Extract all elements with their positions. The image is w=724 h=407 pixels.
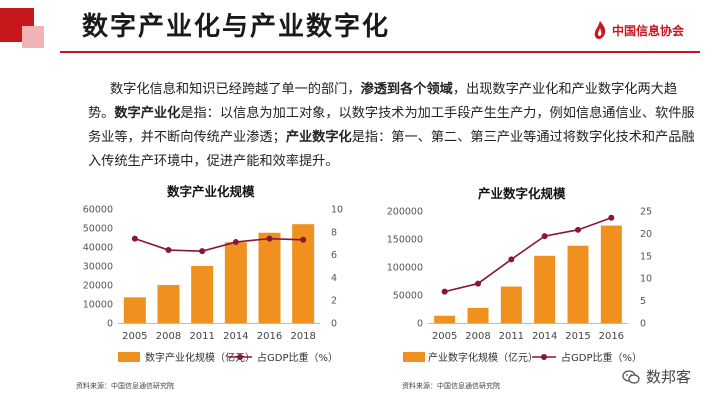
chart1-right-tick-label: 2 [331,296,337,307]
chart1-legend-bar-label: 数字产业化规模（亿元） [145,351,255,364]
chart2-gdp-share-point [541,233,548,240]
chart1-right-tick-label: 0 [331,319,337,330]
chart2-left-tick-label: 150000 [387,235,423,246]
org-logo-text: 中国信息协会 [612,23,685,38]
chart1-gdp-share-point [199,248,206,255]
chart1-source: 资料来源：中国信息通信研究院 [76,382,174,390]
chart2-gdp-share-point [575,226,581,233]
chart1-bar [224,242,247,323]
chart2-right-tick-label: 20 [640,229,652,240]
chart1-category-label: 2005 [122,331,147,342]
chart2-title: 产业数字化规模 [478,186,566,201]
intro-bold-industrial-digitalization: 产业数字化 [285,130,352,145]
watermark-text: 数邦客 [646,368,692,386]
chart2-legend-line-marker [541,354,547,360]
chart1-bar [292,224,315,323]
chart1-legend-line-label: 占GDP比重（%） [257,351,338,364]
chart2-legend-bar-label: 产业数字化规模（亿元） [428,351,538,364]
chart1-title: 数字产业化规模 [167,184,255,199]
org-logo: 中国信息协会 [591,20,684,40]
chart1-left-tick-label: 40000 [83,243,113,254]
chart1-legend-line-marker [237,354,243,360]
chart2-gdp-share-point [441,288,448,295]
chart1-bar [258,232,281,323]
chart2-source: 资料来源：中国信息通信研究院 [402,382,500,390]
chart2-legend-line-label: 占GDP比重（%） [561,351,642,364]
chart1-category-label: 2011 [189,331,214,342]
chart2-right-tick-label: 25 [640,207,652,218]
chart2-category-label: 2016 [599,331,624,342]
chart1-category-label: 2016 [257,331,282,342]
intro-bold-penetrate: 渗透到各个领域 [360,82,453,97]
chart1-left-tick-label: 30000 [83,262,113,273]
title-underline [60,51,700,53]
chart2-bar [434,315,456,323]
chart2-bar [467,307,489,323]
chart1-gdp-share-point [165,247,172,254]
chart1-gdp-share-point [232,239,239,246]
chart1-category-label: 2018 [290,331,315,342]
chart1-left-tick-label: 20000 [83,281,113,292]
decor-pink-square [22,26,44,48]
chart1-legend-bar-swatch [118,352,140,362]
watermark: 数邦客 [622,366,691,387]
chart1-right-tick-label: 4 [331,273,337,284]
chart1-bar [157,285,180,323]
chart2-bar [534,255,556,323]
intro-paragraph: 数字化信息和知识已经跨越了单一的部门，渗透到各个领域，出现数字产业化和产业数字化… [88,78,698,174]
chart2-category-label: 2014 [532,331,557,342]
chart2-right-tick-label: 15 [640,251,652,262]
chart2-gdp-share-point [508,256,515,263]
chart1-gdp-share-line [134,237,304,252]
chart1-right-tick-label: 6 [331,250,337,261]
chart1-right-tick-label: 10 [331,205,343,216]
intro-text-4: 是指：第一、第二、第三产业等通过将数字化技术和产品融入传统生产环境中，促进产能和… [88,130,695,169]
chart1-bar [123,297,146,323]
flame-logo-icon [594,21,606,39]
chart1-gdp-share-point [300,236,307,243]
chart1-gdp-share-point [266,235,273,242]
chart2-category-label: 2008 [465,331,490,342]
chart2-right-tick-label: 5 [640,296,646,307]
chart2-gdp-share-line [444,216,612,293]
chart2-legend-bar-swatch [403,352,425,362]
chart1-bar [191,266,214,323]
chart2-category-label: 2005 [432,331,457,342]
chart2-category-label: 2015 [565,331,590,342]
intro-text-2: ，出现数字产业化和产业数字化两大趋势。 [88,82,678,121]
chart1-right-tick-label: 8 [331,227,337,238]
intro-text-1: 数字化信息和知识已经跨越了单一的部门， [110,82,361,97]
chart2-right-tick-label: 0 [640,319,646,330]
chart2-category-label: 2011 [499,331,524,342]
chart2-left-tick-label: 0 [417,319,423,330]
chart1-gdp-share-point [131,235,138,242]
chart1-left-tick-label: 50000 [83,224,113,235]
chart2-left-tick-label: 200000 [387,207,423,218]
chart1-category-label: 2008 [156,331,181,342]
chart2-right-tick-label: 10 [640,274,652,285]
wechat-icon [622,369,640,384]
chart2-bar [567,245,589,323]
chart2-bar [600,225,622,323]
chart1-category-label: 2014 [223,331,248,342]
chart2-gdp-share-point [475,280,481,287]
chart2-bar [500,286,522,323]
chart2-gdp-share-point [608,214,615,221]
chart2-left-tick-label: 100000 [387,263,423,274]
intro-bold-digital-industrialization: 数字产业化 [114,106,181,121]
page-title: 数字产业化与产业数字化 [82,12,391,42]
chart1-left-tick-label: 60000 [83,205,113,216]
chart1-left-tick-label: 10000 [83,300,113,311]
chart2-left-tick-label: 50000 [393,291,423,302]
intro-text-3: 是指：以信息为加工对象，以数字技术为加工手段产生生产力，例如信息通信业、软件服务… [88,106,695,145]
chart1-left-tick-label: 0 [107,319,113,330]
